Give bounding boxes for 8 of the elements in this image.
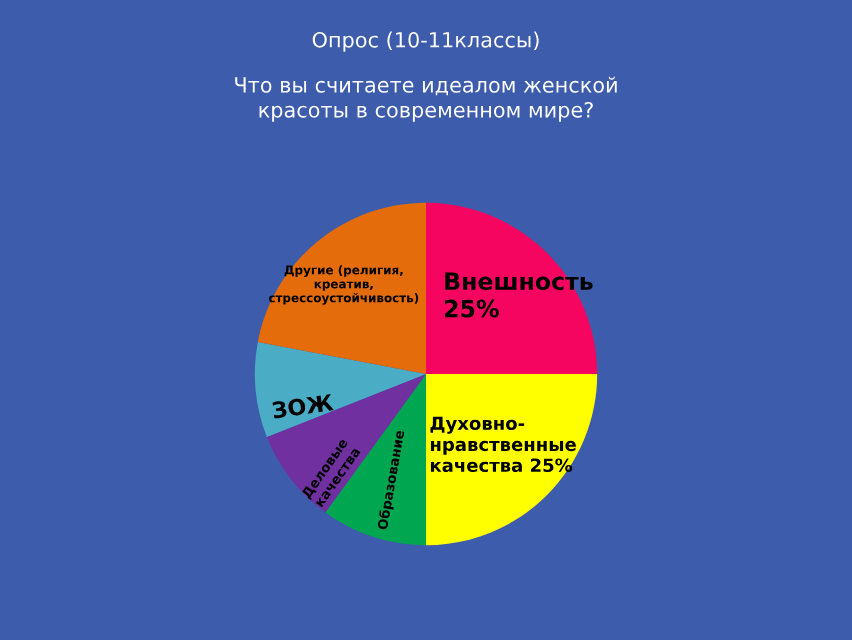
pie-slice (426, 202, 598, 374)
chart-subtitle: Что вы считаете идеалом женской красоты в современном мире? (235, 76, 617, 122)
data-label: 25% (444, 299, 499, 318)
chart-title: Опрос (10-11классы) (312, 31, 539, 52)
pie-slice (257, 202, 426, 374)
slice-label: Духовно- нравственные качества 25% (430, 416, 576, 473)
pie-slice (426, 374, 598, 546)
slice-label: ЗОЖ (272, 393, 334, 419)
